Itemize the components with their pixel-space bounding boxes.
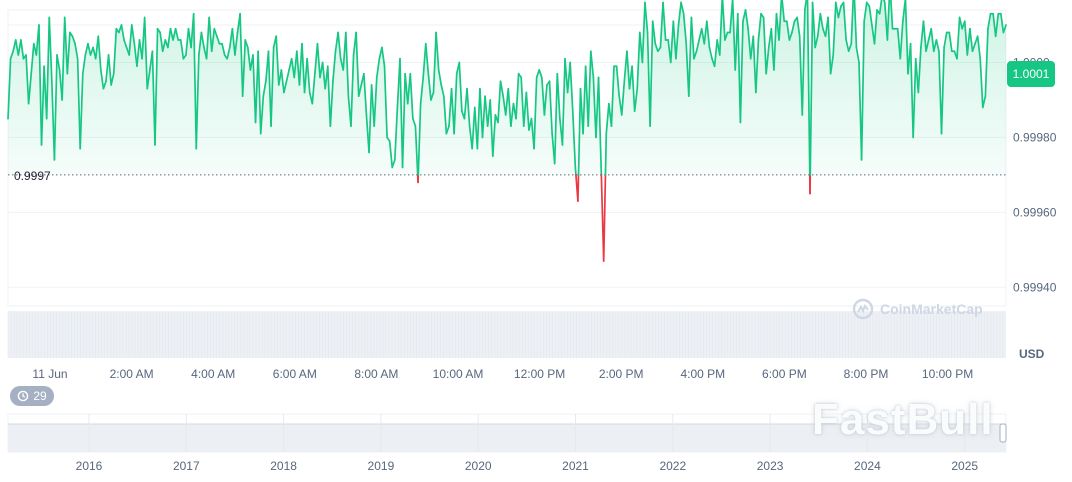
x-tick-label: 2:00 AM bbox=[110, 367, 154, 381]
x-tick-label: 6:00 PM bbox=[762, 367, 807, 381]
y-tick-label: 0.99960 bbox=[1013, 205, 1057, 219]
watermark: FastBull bbox=[812, 395, 994, 445]
price-segment bbox=[575, 167, 576, 174]
navigator-year-label: 2016 bbox=[76, 459, 103, 473]
price-segment bbox=[604, 175, 606, 261]
price-segment bbox=[578, 175, 579, 201]
x-tick-label: 12:00 PM bbox=[514, 367, 565, 381]
x-tick-label: 4:00 AM bbox=[191, 367, 235, 381]
x-tick-label: 8:00 PM bbox=[844, 367, 889, 381]
x-tick-label: 10:00 AM bbox=[433, 367, 484, 381]
price-segment bbox=[605, 134, 606, 175]
navigator-year-label: 2024 bbox=[854, 459, 881, 473]
x-tick-label: 4:00 PM bbox=[680, 367, 725, 381]
history-clock-icon bbox=[17, 390, 29, 402]
brand-name: CoinMarketCap bbox=[880, 301, 983, 317]
x-tick-label: 10:00 PM bbox=[922, 367, 973, 381]
navigator-year-label: 2018 bbox=[270, 459, 297, 473]
brand-logo: CoinMarketCap bbox=[852, 298, 983, 320]
x-tick-label: 11 Jun bbox=[32, 367, 67, 381]
coinmarketcap-logo-icon bbox=[852, 298, 874, 320]
current-price-badge: 1.0001 bbox=[1007, 61, 1055, 87]
history-button[interactable]: 29 bbox=[10, 386, 54, 406]
current-price-label: 1.0001 bbox=[1013, 67, 1050, 81]
history-count: 29 bbox=[33, 386, 46, 406]
x-axis: 11 Jun 2:00 AM 4:00 AM 6:00 AM 8:00 AM 10:00 … bbox=[32, 367, 973, 381]
y-tick-label: 0.99940 bbox=[1013, 280, 1057, 294]
navigator-year-label: 2022 bbox=[659, 459, 686, 473]
navigator-year-label: 2021 bbox=[562, 459, 589, 473]
x-tick-label: 8:00 AM bbox=[354, 367, 398, 381]
y-axis-unit: USD bbox=[1019, 347, 1045, 361]
baseline-label: 0.9997 bbox=[14, 169, 51, 183]
navigator-handle bbox=[1000, 424, 1006, 442]
navigator-year-label: 2023 bbox=[757, 459, 784, 473]
navigator-year-label: 2020 bbox=[465, 459, 492, 473]
x-tick-label: 2:00 PM bbox=[599, 367, 644, 381]
navigator-year-label: 2017 bbox=[173, 459, 200, 473]
navigator-year-label: 2019 bbox=[368, 459, 395, 473]
navigator-year-label: 2025 bbox=[951, 459, 978, 473]
x-tick-label: 6:00 AM bbox=[273, 367, 317, 381]
y-tick-label: 0.99980 bbox=[1013, 130, 1057, 144]
